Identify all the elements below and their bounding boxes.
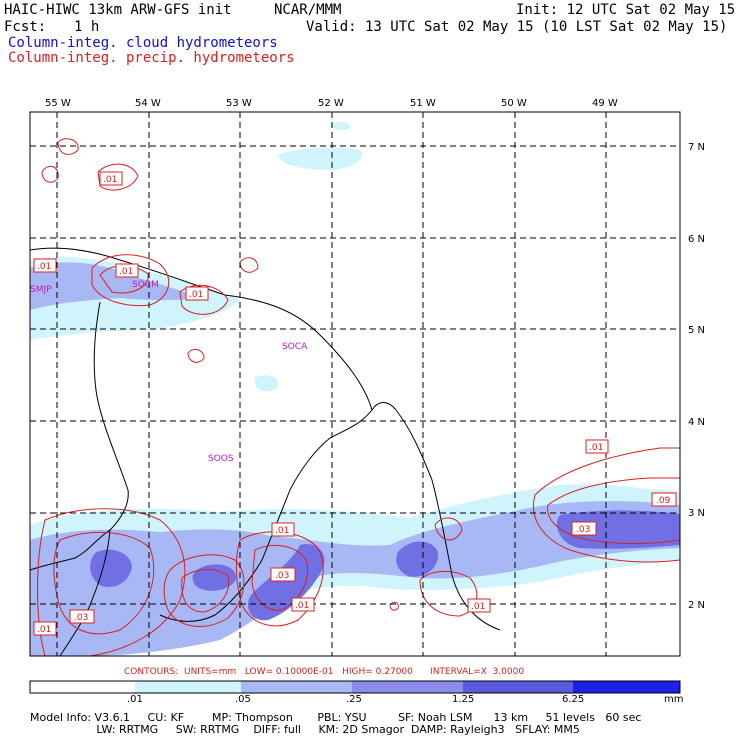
- lat-label-3n: 3 N: [688, 508, 705, 519]
- lat-label-4n: 4 N: [688, 417, 705, 428]
- legend-tick: .05: [235, 694, 251, 705]
- valid-time: Valid: 13 UTC Sat 02 May 15 (10 LST Sat …: [306, 19, 728, 35]
- cloud-field-title: Column-integ. cloud hydrometeors: [8, 35, 278, 51]
- contour-label: .01: [103, 175, 117, 185]
- contour-labels: .01 .01 .01 .01 .01 .01 .01 .01 .03 .03 …: [33, 171, 677, 636]
- legend-unit: mm: [664, 694, 684, 705]
- legend-tick: .01: [127, 694, 143, 705]
- precip-contours: [37, 138, 680, 656]
- station-smjp: SMJP: [30, 285, 52, 295]
- lat-label-6n: 6 N: [688, 234, 705, 245]
- contour-label: .09: [656, 496, 671, 506]
- station-soos: SOOS: [208, 454, 234, 464]
- legend-tick: 6.25: [562, 694, 585, 705]
- station-soca: SOCA: [282, 342, 308, 352]
- contour-label: .01: [295, 601, 309, 611]
- contour-label: .01: [275, 526, 289, 536]
- lat-label-2n: 2 N: [688, 600, 705, 611]
- map-frame: [29, 111, 681, 657]
- lon-label-49w: 49 W: [592, 98, 618, 109]
- forecast-label: Fcst:: [4, 19, 47, 35]
- contour-label: .01: [37, 262, 51, 272]
- contour-label: .01: [189, 290, 203, 300]
- lon-label-51w: 51 W: [410, 98, 436, 109]
- latlon-grid: [30, 112, 680, 656]
- lat-label-5n: 5 N: [688, 325, 705, 336]
- legend-tick: 1.25: [452, 694, 475, 705]
- init-time: Init: 12 UTC Sat 02 May 15: [516, 2, 736, 18]
- contour-label: .03: [275, 571, 289, 581]
- lon-label-50w: 50 W: [501, 98, 527, 109]
- legend-tick: .25: [346, 694, 362, 705]
- model-info-line2: LW: RRTMG SW: RRTMG DIFF: full KM: 2D Sm…: [30, 723, 580, 736]
- org-label: NCAR/MMM: [274, 2, 342, 18]
- forecast-hour: 1 h: [74, 19, 100, 35]
- lon-label-54w: 54 W: [135, 98, 161, 109]
- color-legend-bar: [29, 680, 681, 694]
- contour-label: .01: [37, 625, 51, 635]
- lat-label-7n: 7 N: [688, 142, 705, 153]
- contours-info: CONTOURS: UNITS=mm LOW= 0.10000E-01 HIGH…: [124, 667, 525, 677]
- lon-label-53w: 53 W: [226, 98, 252, 109]
- station-socm: SOCM: [132, 280, 159, 290]
- contour-label: .01: [589, 443, 603, 453]
- contour-label: .03: [74, 613, 88, 623]
- model-title: HAIC-HIWC 13km ARW-GFS init: [4, 2, 232, 18]
- precip-field-title: Column-integ. precip. hydrometeors: [8, 50, 295, 66]
- contour-label: .01: [471, 602, 485, 612]
- model-info-line1: Model Info: V3.6.1 CU: KF MP: Thompson P…: [30, 711, 642, 724]
- contour-label: .01: [119, 267, 133, 277]
- cloud-shade-medium: [30, 262, 680, 656]
- contour-label: .03: [576, 525, 590, 535]
- lon-label-55w: 55 W: [45, 98, 71, 109]
- lon-label-52w: 52 W: [318, 98, 344, 109]
